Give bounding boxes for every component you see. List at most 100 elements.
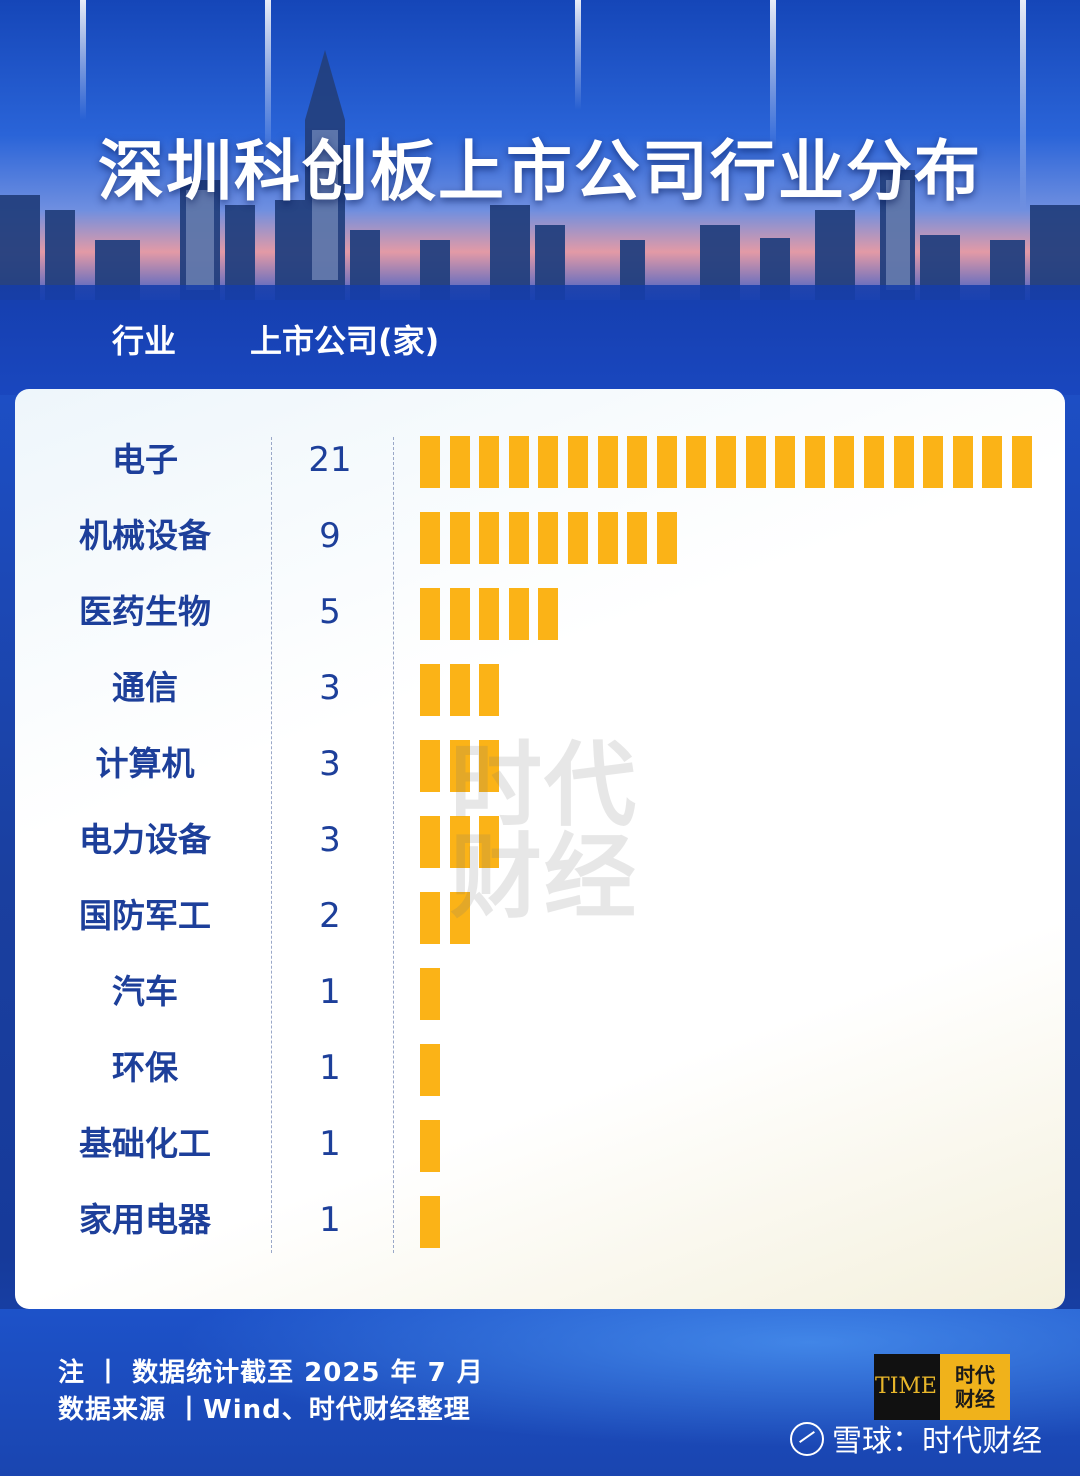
bar-segment [479, 436, 500, 488]
watermark-line: 财经 [450, 824, 639, 931]
bar-segment [449, 740, 470, 792]
column-divider [271, 437, 272, 1253]
value-label: 1 [319, 1048, 341, 1088]
chart-row: 国防军工 2 [15, 888, 1065, 944]
bar-segment [479, 664, 500, 716]
bar-segment [568, 436, 588, 488]
category-label: 机械设备 [79, 516, 211, 555]
value-label: 2 [319, 896, 341, 936]
column-header-industry: 行业 [112, 322, 177, 360]
value-label: 1 [319, 972, 341, 1012]
bar [420, 740, 509, 792]
bar-segment [420, 1120, 440, 1172]
chart-row: 电子 21 [15, 432, 1065, 488]
bar-segment [479, 512, 500, 564]
bar-segment [449, 588, 470, 640]
value-label: 3 [319, 820, 341, 860]
chart-row: 机械设备 9 [15, 508, 1065, 564]
xueqiu-icon [790, 1422, 824, 1456]
bar-segment [449, 436, 470, 488]
bar-segment [420, 436, 440, 488]
bar-segment [420, 816, 440, 868]
bar-segment [627, 436, 648, 488]
bar-segment [656, 436, 677, 488]
bar [420, 1044, 450, 1096]
bar-segment [420, 1044, 440, 1096]
category-label: 基础化工 [79, 1124, 211, 1163]
column-header-count: 上市公司(家) [250, 322, 440, 360]
chart-card: 电子 21 机械设备 9 医药生物 5 通信 3 计算机 3 电力设备 3 国防军工 2 汽车 1 环保 1 基础化… [15, 389, 1065, 1309]
category-label: 家用电器 [79, 1200, 211, 1239]
bar-segment [568, 512, 588, 564]
chart-row: 电力设备 3 [15, 812, 1065, 868]
watermark: 时代 财经 [450, 740, 640, 924]
bar-segment [804, 436, 825, 488]
bar-segment [449, 664, 470, 716]
bar [420, 664, 509, 716]
bar-segment [923, 436, 944, 488]
chart-row: 通信 3 [15, 660, 1065, 716]
value-label: 9 [319, 516, 341, 556]
category-label: 环保 [112, 1048, 178, 1087]
bar [420, 588, 568, 640]
bar-segment [745, 436, 766, 488]
bar-segment [420, 588, 440, 640]
bar-segment [538, 588, 559, 640]
chart-row: 基础化工 1 [15, 1116, 1065, 1172]
bar-segment [479, 740, 500, 792]
light-beam [265, 0, 271, 160]
column-header-band [0, 285, 1080, 395]
bar [420, 816, 509, 868]
value-label: 1 [319, 1200, 341, 1240]
light-beam [575, 0, 581, 110]
bar-segment [656, 512, 677, 564]
bar-segment [420, 740, 440, 792]
bar-segment [449, 892, 470, 944]
light-beam [770, 0, 776, 150]
bar-segment [479, 588, 500, 640]
footer-source: 数据来源 丨Wind、时代财经整理 [58, 1395, 471, 1425]
bar-segment [775, 436, 796, 488]
bar-segment [982, 436, 1003, 488]
value-label: 21 [308, 440, 352, 480]
watermark-line: 时代 [450, 732, 639, 839]
bar-segment [716, 436, 736, 488]
bar-segment [686, 436, 707, 488]
bar-segment [538, 512, 559, 564]
bar-segment [864, 436, 884, 488]
category-label: 医药生物 [79, 592, 211, 631]
category-label: 通信 [112, 668, 178, 707]
chart-row: 医药生物 5 [15, 584, 1065, 640]
bar-segment [597, 512, 618, 564]
bar [420, 968, 450, 1020]
bar [420, 436, 1042, 488]
light-beam [1020, 0, 1026, 210]
bar-segment [508, 588, 529, 640]
skyline-illustration [0, 50, 1080, 300]
chart-row: 家用电器 1 [15, 1192, 1065, 1248]
category-label: 国防军工 [79, 896, 211, 935]
logo-cn-line: 时代 [955, 1363, 995, 1387]
page-title: 深圳科创板上市公司行业分布 [98, 133, 982, 210]
bar [420, 892, 479, 944]
category-label: 电子 [112, 440, 178, 479]
bar [420, 512, 686, 564]
header-skyline: 深圳科创板上市公司行业分布 [0, 0, 1080, 300]
bar-segment [420, 664, 440, 716]
chart-row: 计算机 3 [15, 736, 1065, 792]
bar-segment [952, 436, 973, 488]
chart-row: 汽车 1 [15, 964, 1065, 1020]
xueqiu-credit: 雪球：时代财经 [790, 1420, 1042, 1464]
bar-segment [420, 968, 440, 1020]
bar-segment [449, 512, 470, 564]
bar-segment [420, 1196, 440, 1248]
bar-segment [420, 512, 440, 564]
xueqiu-label: 雪球：时代财经 [832, 1424, 1042, 1459]
logo-chinese: 时代 财经 [940, 1354, 1010, 1420]
bar-segment [449, 816, 470, 868]
bar-segment [893, 436, 914, 488]
value-label: 1 [319, 1124, 341, 1164]
column-divider [393, 437, 394, 1253]
value-label: 3 [319, 668, 341, 708]
category-label: 计算机 [95, 744, 195, 783]
